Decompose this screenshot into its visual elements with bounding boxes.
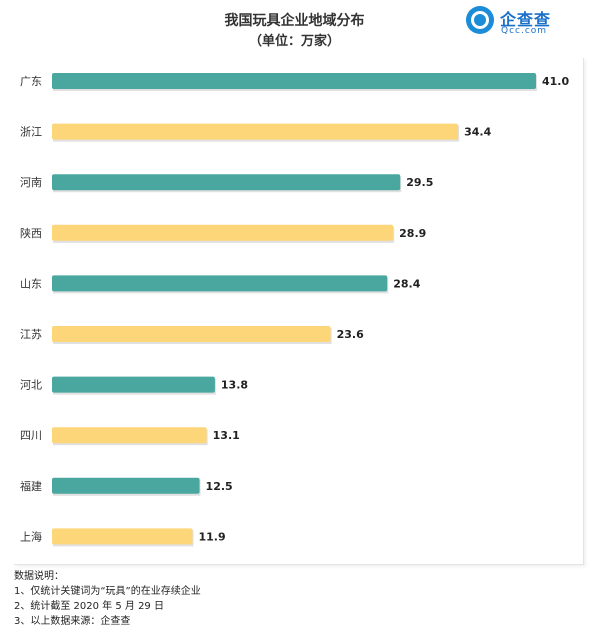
category-label: 浙江 bbox=[20, 126, 42, 139]
category-label: 河南 bbox=[20, 176, 42, 189]
category-label: 江苏 bbox=[20, 328, 42, 341]
category-label: 河北 bbox=[20, 379, 42, 392]
category-label: 四川 bbox=[20, 429, 42, 442]
value-label: 11.9 bbox=[198, 530, 225, 543]
value-label: 34.4 bbox=[464, 126, 491, 139]
data-notes: 数据说明： 1、仅统计关键词为“玩具”的在业存续企业 2、统计截至 2020 年… bbox=[14, 569, 201, 629]
bar bbox=[52, 427, 207, 444]
value-label: 41.0 bbox=[542, 75, 569, 88]
notes-line-1: 1、仅统计关键词为“玩具”的在业存续企业 bbox=[14, 586, 201, 597]
category-label: 陕西 bbox=[20, 226, 42, 240]
value-label: 29.5 bbox=[406, 176, 433, 189]
logo-domain: Qcc.com bbox=[501, 26, 548, 36]
chart-frame bbox=[14, 58, 584, 565]
bar bbox=[52, 275, 388, 292]
qcc-logo-icon bbox=[466, 6, 494, 34]
notes-heading: 数据说明： bbox=[14, 571, 64, 582]
value-label: 28.9 bbox=[399, 227, 426, 240]
bar bbox=[52, 123, 459, 140]
category-label: 广东 bbox=[20, 75, 42, 88]
category-label: 福建 bbox=[20, 479, 42, 493]
logo-name: 企查查 bbox=[500, 10, 552, 29]
bar bbox=[52, 224, 394, 241]
bar bbox=[52, 376, 215, 393]
value-label: 13.1 bbox=[213, 429, 240, 442]
value-label: 13.8 bbox=[221, 379, 248, 392]
category-label: 山东 bbox=[20, 277, 42, 290]
value-label: 23.6 bbox=[337, 328, 364, 341]
notes-line-3: 3、以上数据来源：企查查 bbox=[14, 616, 131, 627]
bar bbox=[52, 528, 193, 545]
value-label: 12.5 bbox=[206, 480, 233, 493]
bar bbox=[52, 326, 331, 342]
chart-title: 我国玩具企业地域分布 bbox=[224, 13, 365, 29]
category-label: 上海 bbox=[20, 529, 42, 543]
value-label: 28.4 bbox=[393, 277, 420, 290]
notes-line-2: 2、统计截至 2020 年 5 月 29 日 bbox=[14, 601, 164, 612]
bar bbox=[52, 477, 200, 494]
bar bbox=[52, 174, 401, 191]
chart-subtitle: （单位：万家） bbox=[248, 34, 340, 49]
qcc-logo: 企查查 Qcc.com bbox=[466, 6, 576, 38]
bar bbox=[52, 73, 536, 89]
